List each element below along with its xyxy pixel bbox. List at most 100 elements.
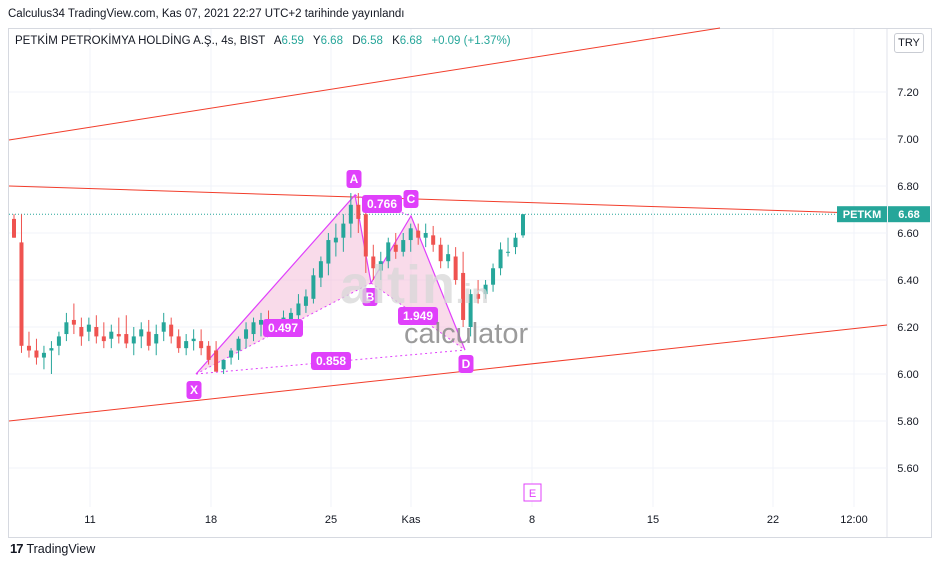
candle-body	[199, 341, 204, 349]
legend-low-value: 6.58	[360, 35, 383, 47]
candle	[19, 214, 24, 353]
candle	[101, 322, 106, 349]
x-tick-label: 12:00	[840, 514, 868, 526]
price-tag: PETKM 6.68	[837, 206, 930, 223]
candle	[326, 233, 331, 276]
candle	[124, 315, 129, 349]
point-label-a-text: A	[350, 172, 359, 186]
candle	[386, 237, 391, 269]
candle-body	[184, 341, 189, 349]
candle	[199, 329, 204, 356]
candle-body	[154, 334, 159, 344]
candle	[468, 289, 473, 337]
y-tick-label: 7.00	[897, 134, 918, 146]
candle-body	[333, 237, 338, 243]
ratio-bd: 1.949	[398, 307, 438, 325]
currency-button[interactable]: TRY	[894, 33, 924, 53]
candle-body	[461, 272, 466, 320]
candle-body	[86, 324, 91, 332]
point-label-e: E	[523, 483, 542, 502]
candle-body	[71, 319, 76, 325]
candle	[483, 280, 488, 299]
candle	[41, 345, 46, 370]
ratio-xb: 0.497	[263, 319, 303, 337]
candle-body	[176, 336, 181, 349]
candle-body	[491, 268, 496, 285]
candle	[236, 336, 241, 360]
legend-low-label: D	[352, 35, 361, 47]
candle-body	[214, 350, 219, 372]
legend-close-value: 6.68	[399, 35, 423, 47]
candle-body	[483, 284, 488, 295]
candle	[214, 341, 219, 372]
point-label-c-text: C	[407, 192, 416, 206]
price-tag-value-bg	[888, 206, 930, 223]
ratio-bd-text: 1.949	[403, 309, 433, 323]
point-label-e-box	[523, 483, 542, 502]
candle-body	[26, 345, 31, 351]
candle	[416, 223, 421, 245]
ratio-ac-text: 0.766	[367, 197, 397, 211]
candle	[94, 315, 99, 344]
y-tick-label: 6.40	[897, 275, 918, 287]
ratio-xd: 0.858	[311, 352, 351, 370]
candle-body	[356, 204, 361, 219]
legend-open-value: 6.59	[281, 35, 304, 47]
y-tick-label: 6.20	[897, 322, 918, 334]
candle-body	[131, 336, 136, 344]
candle	[311, 268, 316, 304]
x-tick-label: Kas	[402, 514, 421, 526]
candle-body	[506, 251, 511, 253]
candle-body	[371, 256, 376, 269]
candle	[259, 312, 264, 337]
candle-body	[476, 294, 481, 299]
grid	[9, 29, 888, 537]
candle-body	[94, 327, 99, 337]
ratio-xb-text: 0.497	[268, 321, 298, 335]
candle-body	[296, 303, 301, 316]
candle	[244, 322, 249, 349]
footer-brand[interactable]: 17 TradingView	[10, 541, 95, 556]
pattern-bd-dotted	[370, 282, 466, 351]
price-tag-symbol-bg	[837, 206, 887, 223]
watermark-brand: altin.in	[340, 255, 489, 315]
candle	[296, 294, 301, 323]
candle	[64, 312, 69, 342]
candle	[221, 359, 226, 374]
candle	[146, 319, 151, 351]
point-label-d-text: D	[462, 357, 471, 371]
candle-body	[34, 350, 39, 358]
point-label-x-bg	[186, 381, 202, 399]
price-tag-value: 6.68	[898, 209, 919, 221]
y-tick-label: 5.60	[897, 463, 918, 475]
candle-body	[498, 249, 503, 269]
channel-upper-line	[8, 27, 721, 141]
x-tick-label: 18	[205, 514, 217, 526]
candle-body	[438, 244, 443, 262]
chart-frame	[8, 28, 932, 538]
candle-body	[244, 329, 249, 339]
symbol-legend: PETKİM PETROKİMYA HOLDİNG A.Ş., 4s, BIST…	[15, 35, 511, 47]
candle-body	[191, 338, 196, 342]
candle	[348, 193, 353, 238]
price-tag-symbol: PETKM	[843, 209, 882, 221]
candle	[176, 329, 181, 353]
ratio-bd-bg	[398, 307, 438, 325]
candle	[116, 317, 121, 344]
candle	[56, 331, 61, 356]
x-axis: 11 18 25 Kas 8 15 22 12:00	[84, 514, 867, 526]
candle-body	[303, 296, 308, 306]
candle-body	[259, 319, 264, 325]
candle-body	[12, 218, 16, 238]
candle-body	[416, 230, 421, 238]
point-label-x-text: X	[190, 383, 198, 397]
candle-body	[116, 334, 121, 337]
candle	[206, 341, 211, 365]
point-label-a: A	[346, 170, 362, 188]
candle-body	[288, 312, 293, 320]
candle	[26, 331, 31, 358]
ratio-ac-bg	[362, 195, 402, 213]
footer-brand-label: TradingView	[26, 541, 96, 556]
candle	[408, 223, 413, 252]
